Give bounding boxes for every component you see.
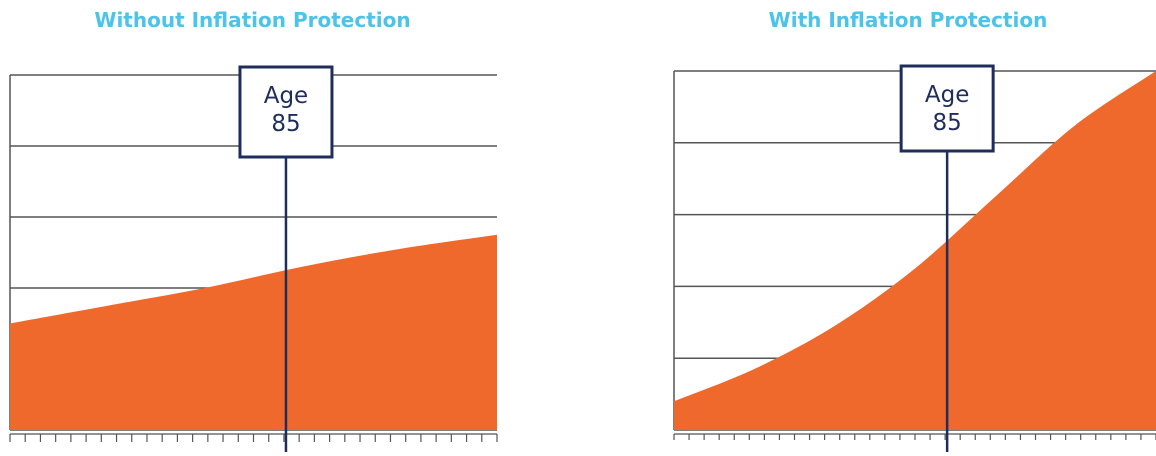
chart-title-right: With Inflation Protection xyxy=(768,8,1048,32)
chart-title-left: Without Inflation Protection xyxy=(94,8,411,32)
chart-panel-right: With Inflation Protection Age 85 xyxy=(660,0,1156,456)
age-label-line2: 85 xyxy=(271,111,300,137)
age-label-line2: 85 xyxy=(932,110,961,136)
area-series xyxy=(674,71,1156,430)
age-marker-box xyxy=(899,64,995,153)
age-label-line1: Age xyxy=(264,83,308,109)
age-marker-box xyxy=(238,65,334,159)
chart-panel-left: Without Inflation Protection Age 85 xyxy=(0,0,505,456)
area-series xyxy=(10,234,497,430)
age-label-line1: Age xyxy=(925,82,969,108)
